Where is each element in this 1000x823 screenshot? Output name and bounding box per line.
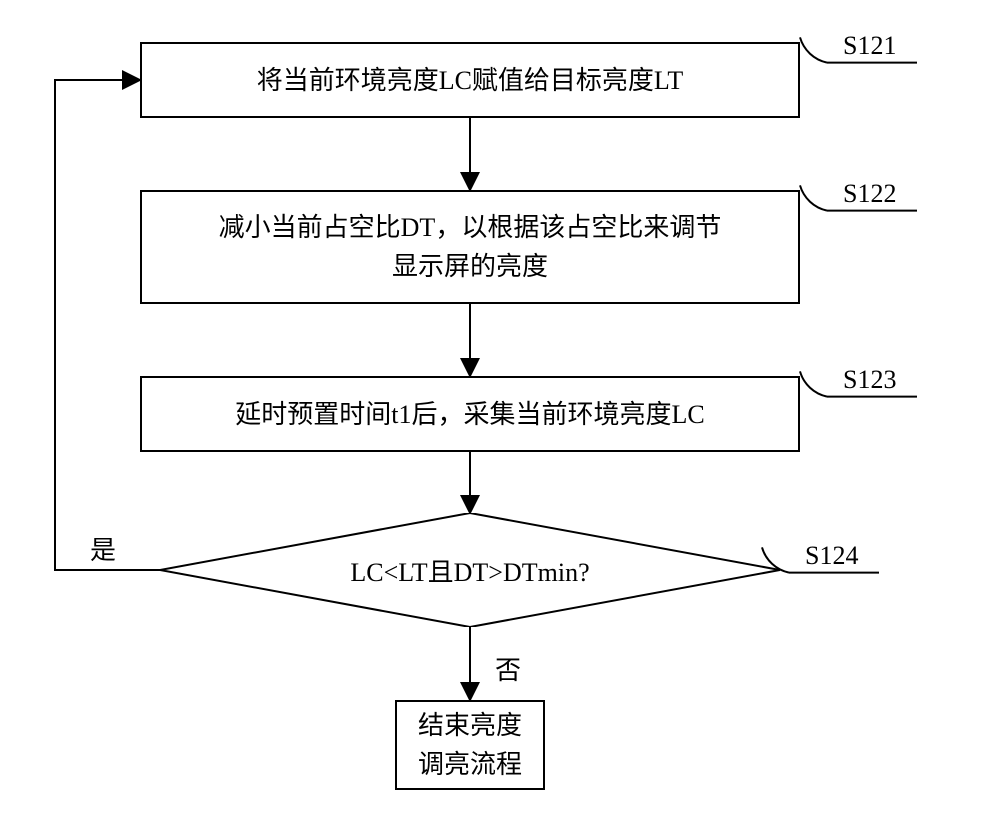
node-text: 结束亮度调亮流程: [418, 706, 522, 784]
edge: [55, 80, 160, 570]
node-n5: 结束亮度调亮流程: [395, 700, 545, 790]
node-n1: 将当前环境亮度LC赋值给目标亮度LT: [140, 42, 800, 118]
step-label-n4: S124: [805, 541, 858, 571]
step-label-n2: S122: [843, 179, 896, 209]
step-label-n3: S123: [843, 365, 896, 395]
flowchart-canvas: 将当前环境亮度LC赋值给目标亮度LT S121 减小当前占空比DT，以根据该占空比来…: [0, 0, 1000, 823]
node-n2: 减小当前占空比DT，以根据该占空比来调节显示屏的亮度: [140, 190, 800, 304]
node-text: LC<LT且DT>DTmin?: [350, 552, 589, 589]
edge-label: 否: [495, 650, 521, 687]
edge-label: 是: [90, 530, 116, 567]
node-text: 延时预置时间t1后，采集当前环境亮度LC: [235, 395, 704, 434]
node-text: 减小当前占空比DT，以根据该占空比来调节显示屏的亮度: [219, 208, 722, 286]
node-text: 将当前环境亮度LC赋值给目标亮度LT: [257, 61, 684, 100]
node-n4: LC<LT且DT>DTmin?: [160, 513, 780, 627]
node-n3: 延时预置时间t1后，采集当前环境亮度LC: [140, 376, 800, 452]
step-label-n1: S121: [843, 31, 896, 61]
